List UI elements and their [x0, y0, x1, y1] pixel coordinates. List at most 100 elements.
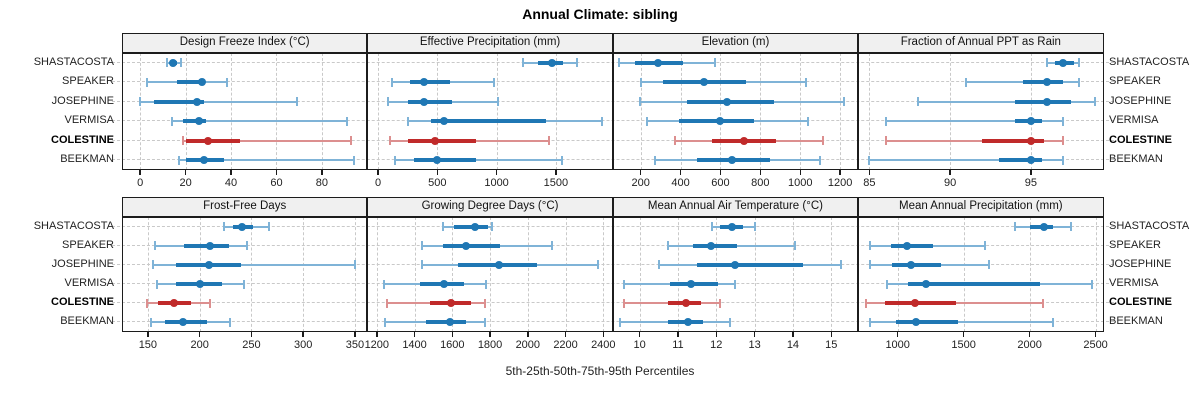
median-dot	[206, 241, 214, 250]
axis-tick-label: 10	[633, 339, 646, 351]
axis-tick	[677, 332, 679, 337]
median-dot	[461, 241, 470, 250]
interquartile-bar	[176, 80, 204, 85]
grid-line-vertical	[680, 53, 682, 170]
axis-tick-label: 1600	[440, 339, 465, 351]
interquartile-bar	[1014, 99, 1072, 104]
panel-header: Growing Degree Days (°C)	[367, 197, 613, 217]
whisker-cap-low	[617, 58, 620, 68]
whisker-cap-low	[868, 260, 871, 270]
grid-line-vertical	[792, 217, 794, 332]
axis-tick	[792, 332, 794, 337]
percentile-whisker	[917, 100, 1096, 103]
axis-tick-label: 150	[138, 339, 158, 351]
whisker-cap-high	[1062, 136, 1065, 146]
axis-tick-label: 14	[786, 339, 800, 351]
axis-tick	[230, 170, 232, 175]
site-label-left: SPEAKER	[62, 75, 114, 88]
median-dot	[687, 280, 696, 289]
median-dot	[1042, 97, 1051, 106]
percentile-whisker	[869, 321, 1054, 324]
median-dot	[195, 280, 204, 289]
site-label-right: VERMISA	[1109, 277, 1159, 290]
axis-tick-label: 2200	[553, 339, 578, 351]
site-label-left: VERMISA	[64, 114, 114, 127]
axis-tick	[602, 332, 605, 337]
site-label-left: SHASTACOSTA	[33, 219, 114, 232]
median-dot	[439, 280, 448, 289]
axis-tick	[495, 170, 498, 175]
axis-tick-label: 2000	[1017, 339, 1042, 351]
interquartile-bar	[442, 243, 500, 248]
axis-tick	[527, 332, 529, 337]
median-dot	[204, 136, 213, 145]
median-dot	[433, 156, 442, 165]
percentile-whisker	[171, 120, 347, 123]
median-dot	[169, 299, 178, 308]
whisker-cap-low	[868, 317, 871, 327]
whisker-cap-high	[484, 298, 487, 308]
axis-tick	[302, 332, 304, 337]
grid-line-vertical	[1095, 217, 1097, 332]
axis-tick	[275, 170, 278, 175]
median-dot	[179, 318, 188, 327]
site-label-right: COLESTINE	[1109, 133, 1172, 146]
whisker-cap-high	[484, 317, 487, 327]
site-label-right: SPEAKER	[1109, 238, 1161, 251]
axis-tick-label: 250	[242, 339, 261, 351]
whisker-cap-high	[1041, 298, 1044, 308]
site-label-right: VERMISA	[1109, 114, 1159, 127]
axis-tick	[715, 332, 718, 337]
grid-line-vertical	[496, 53, 498, 170]
median-dot	[922, 280, 931, 289]
axis-tick-label: 15	[825, 339, 838, 351]
site-label-right: JOSEPHINE	[1109, 94, 1172, 107]
median-dot	[446, 318, 455, 327]
percentile-whisker	[140, 100, 297, 103]
median-dot	[699, 78, 708, 87]
grid-line-vertical	[303, 217, 305, 332]
whisker-cap-low	[223, 222, 226, 232]
whisker-cap-low	[383, 279, 386, 289]
panel-title: Elevation (m)	[701, 36, 770, 48]
axis-tick-label: 600	[711, 177, 730, 189]
percentile-whisker	[183, 139, 352, 142]
whisker-cap-low	[657, 260, 660, 270]
whisker-cap-low	[653, 155, 656, 165]
grid-line-vertical	[760, 53, 762, 170]
whisker-cap-low	[965, 77, 968, 87]
axis-tick-label: 12	[710, 339, 723, 351]
axis-tick	[839, 170, 841, 175]
whisker-cap-low	[623, 279, 626, 289]
interquartile-bar	[697, 262, 803, 267]
whisker-cap-low	[673, 136, 676, 146]
axis-tick	[638, 332, 641, 337]
grid-line-vertical	[565, 217, 567, 332]
whisker-cap-high	[493, 77, 496, 87]
whisker-cap-low	[868, 155, 871, 165]
interquartile-bar	[407, 138, 477, 143]
whisker-cap-low	[521, 58, 524, 68]
interquartile-bar	[183, 119, 207, 124]
axis-tick-label: 1500	[951, 339, 976, 351]
median-dot	[192, 97, 201, 106]
axis-tick	[1028, 332, 1031, 337]
site-label-left: BEEKMAN	[60, 153, 114, 166]
whisker-cap-high	[596, 260, 599, 270]
median-dot	[440, 117, 449, 126]
whisker-cap-high	[490, 222, 493, 232]
axis-tick-label: 60	[270, 177, 283, 189]
axis-tick	[139, 170, 141, 175]
grid-line-vertical	[490, 217, 492, 332]
median-dot	[716, 117, 725, 126]
axis-tick	[868, 170, 871, 175]
percentile-whisker	[869, 159, 1064, 162]
axis-tick	[719, 170, 722, 175]
interquartile-bar	[892, 262, 942, 267]
whisker-cap-low	[388, 136, 391, 146]
percentile-whisker	[178, 159, 354, 162]
median-dot	[470, 222, 479, 231]
median-dot	[681, 299, 690, 308]
median-dot	[731, 260, 740, 269]
